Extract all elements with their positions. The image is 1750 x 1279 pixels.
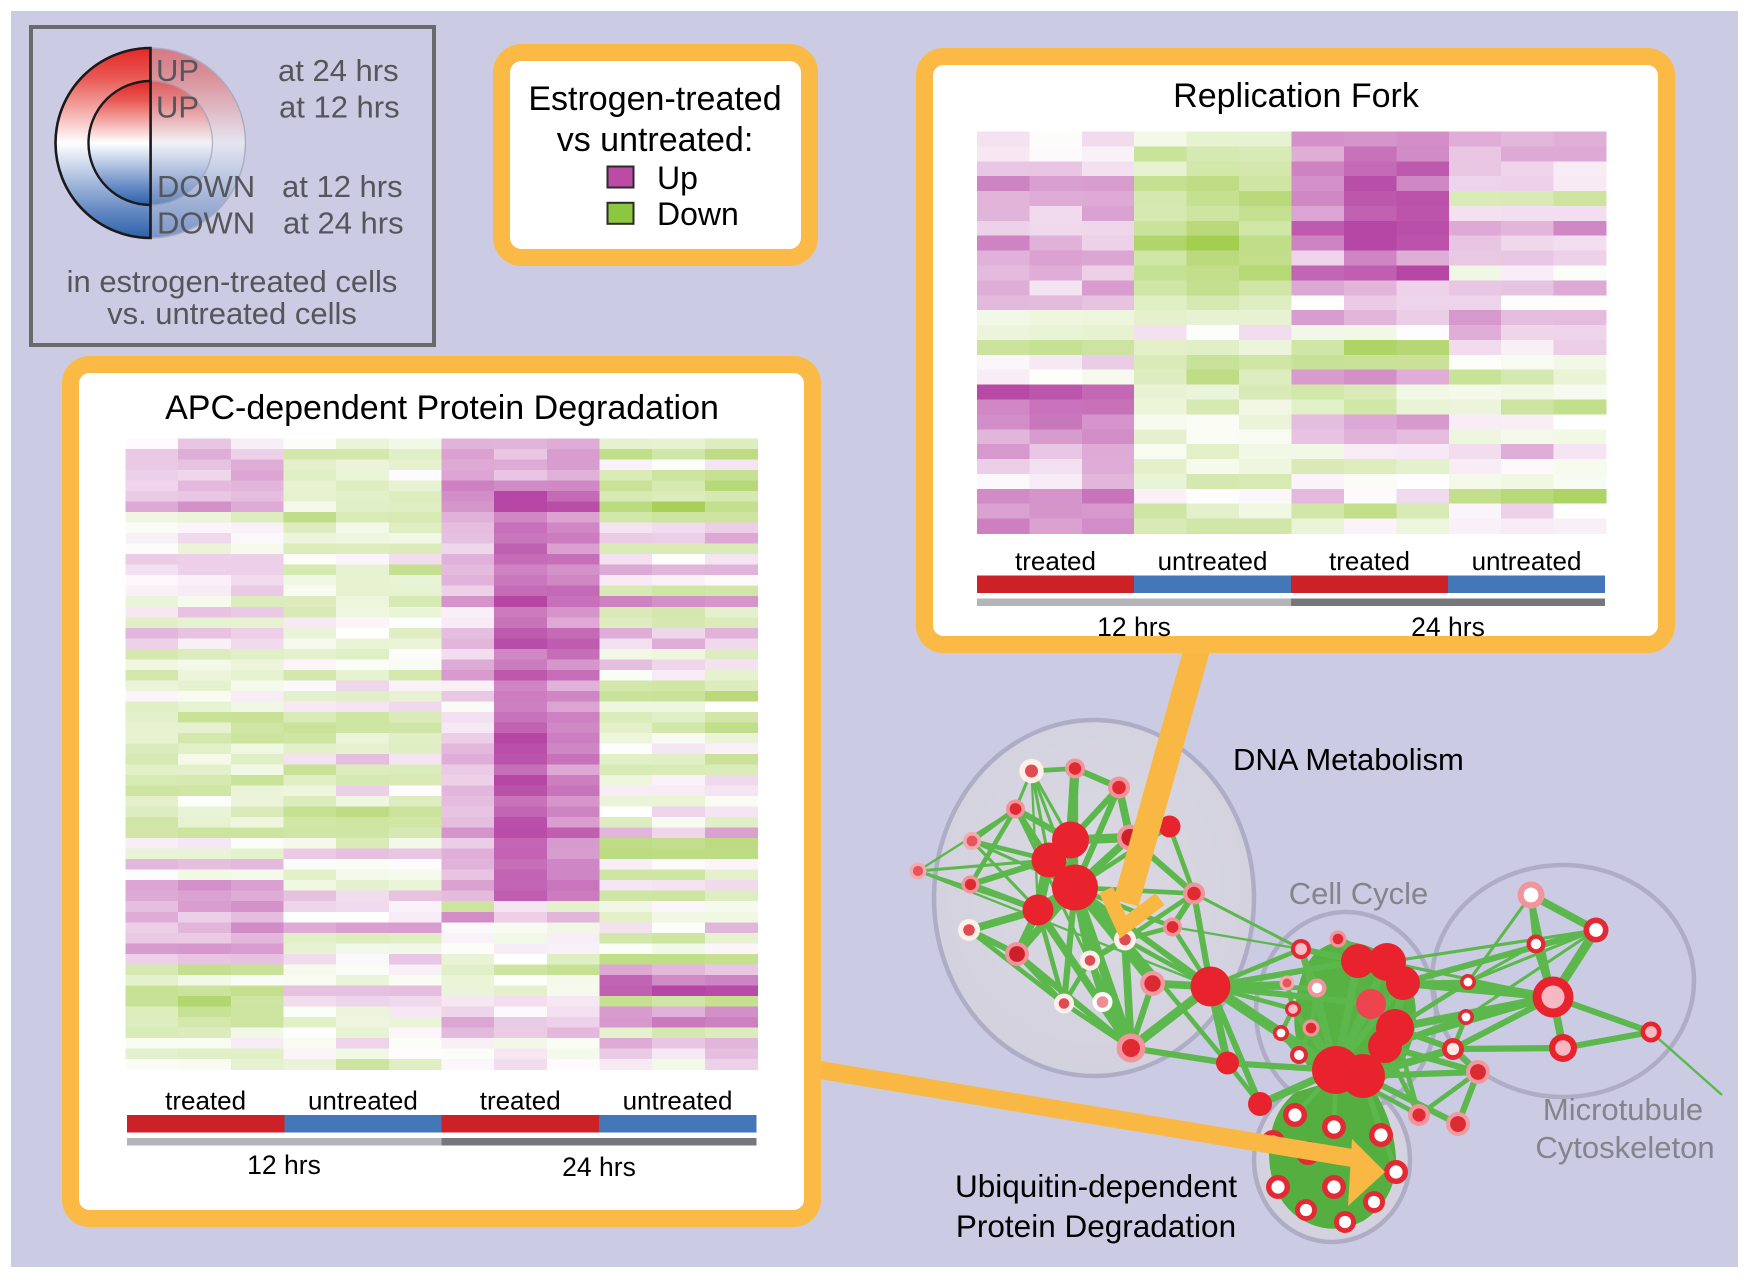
svg-text:Estrogen-treated: Estrogen-treated xyxy=(528,80,781,118)
svg-text:at 24 hrs: at 24 hrs xyxy=(283,206,404,241)
svg-text:Cell Cycle: Cell Cycle xyxy=(1289,876,1429,911)
svg-text:untreated: untreated xyxy=(623,1085,733,1115)
svg-text:APC-dependent Protein Degradat: APC-dependent Protein Degradation xyxy=(165,389,719,427)
svg-text:at 24 hrs: at 24 hrs xyxy=(278,53,399,88)
svg-text:treated: treated xyxy=(165,1085,246,1115)
svg-text:24 hrs: 24 hrs xyxy=(1411,612,1485,642)
svg-text:UP: UP xyxy=(156,90,199,125)
svg-text:Microtubule: Microtubule xyxy=(1543,1092,1703,1127)
svg-text:Cytoskeleton: Cytoskeleton xyxy=(1535,1130,1714,1165)
svg-text:untreated: untreated xyxy=(308,1085,418,1115)
svg-text:12 hrs: 12 hrs xyxy=(1097,612,1171,642)
svg-text:in estrogen-treated cells: in estrogen-treated cells xyxy=(67,264,398,299)
svg-text:Replication Fork: Replication Fork xyxy=(1173,77,1420,115)
svg-text:DNA Metabolism: DNA Metabolism xyxy=(1233,742,1464,777)
svg-text:treated: treated xyxy=(1329,546,1410,576)
svg-text:treated: treated xyxy=(1015,546,1096,576)
svg-text:Ubiquitin-dependent: Ubiquitin-dependent xyxy=(955,1168,1237,1204)
svg-text:untreated: untreated xyxy=(1472,546,1582,576)
svg-text:Up: Up xyxy=(657,160,698,196)
svg-text:at 12 hrs: at 12 hrs xyxy=(282,169,403,204)
svg-text:Protein Degradation: Protein Degradation xyxy=(956,1208,1236,1244)
svg-text:Down: Down xyxy=(657,196,739,232)
svg-text:24 hrs: 24 hrs xyxy=(562,1152,636,1182)
svg-text:untreated: untreated xyxy=(1158,546,1268,576)
svg-text:12 hrs: 12 hrs xyxy=(247,1150,321,1180)
svg-text:vs untreated:: vs untreated: xyxy=(557,121,754,159)
svg-text:at 12 hrs: at 12 hrs xyxy=(279,90,400,125)
svg-text:treated: treated xyxy=(480,1085,561,1115)
svg-text:DOWN: DOWN xyxy=(157,206,255,241)
svg-text:UP: UP xyxy=(156,53,199,88)
svg-text:vs. untreated cells: vs. untreated cells xyxy=(107,296,357,331)
svg-text:DOWN: DOWN xyxy=(157,169,255,204)
